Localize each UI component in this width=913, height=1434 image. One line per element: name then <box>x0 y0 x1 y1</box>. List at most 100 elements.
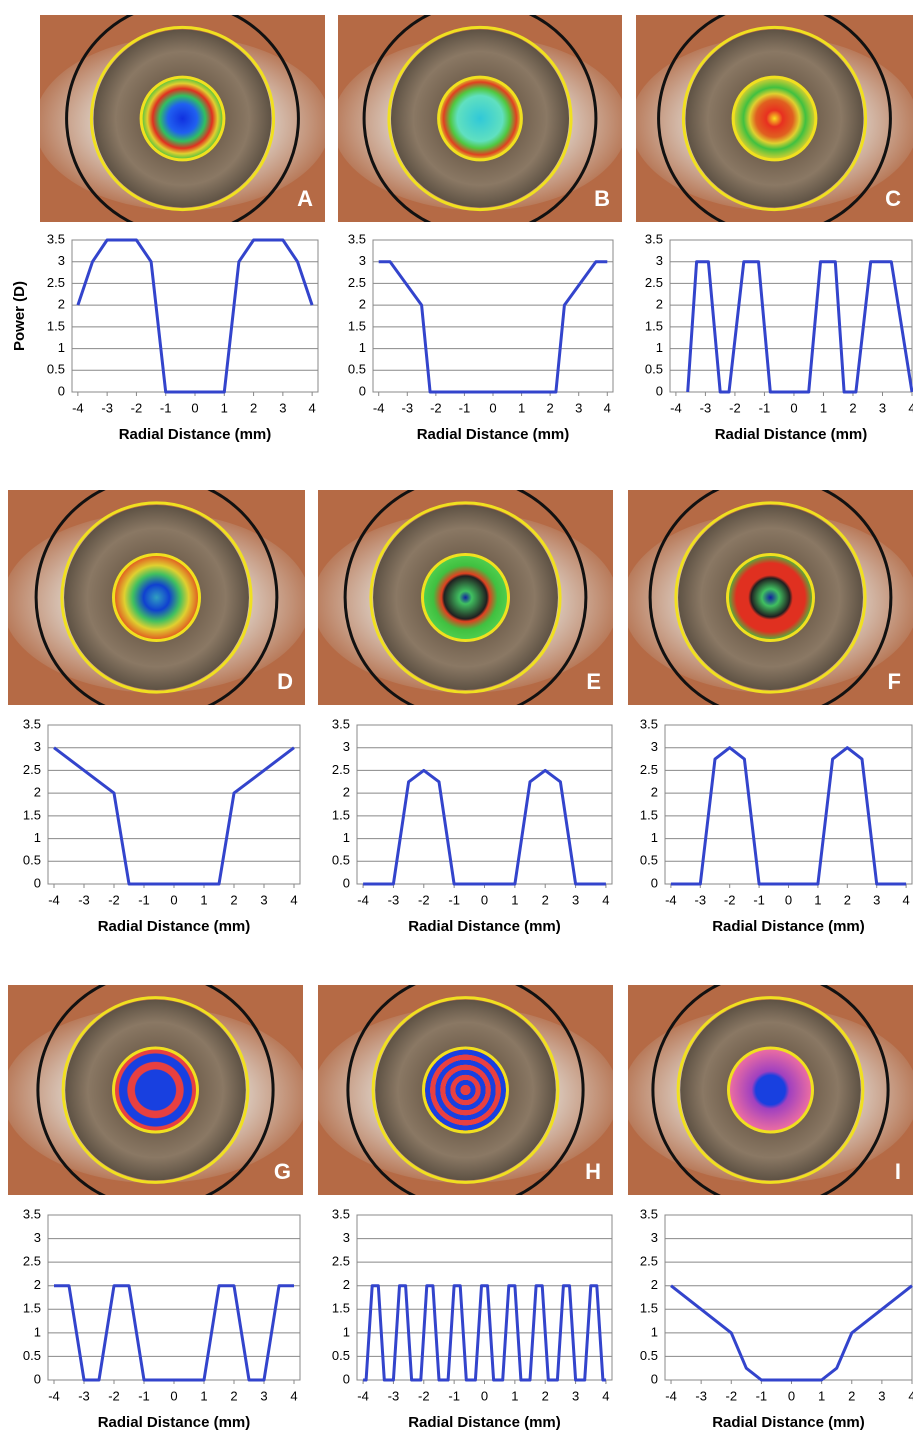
x-tick-label: -2 <box>729 400 741 415</box>
y-tick-label: 3.5 <box>645 231 663 246</box>
x-tick-label: 1 <box>518 400 525 415</box>
y-tick-label: 2 <box>359 297 366 312</box>
x-axis-title: Radial Distance (mm) <box>408 1414 561 1431</box>
x-tick-label: -1 <box>448 892 460 907</box>
y-tick-label: 0.5 <box>332 853 350 868</box>
x-tick-label: 4 <box>309 400 316 415</box>
y-tick-label: 0 <box>343 1371 350 1386</box>
panel-letter: E <box>586 669 601 694</box>
y-tick-label: 1.5 <box>332 1301 350 1316</box>
x-tick-label: -1 <box>160 400 172 415</box>
panel-letter: I <box>895 1159 901 1184</box>
x-tick-label: -3 <box>78 1388 90 1403</box>
y-tick-label: 1 <box>343 1324 350 1339</box>
y-tick-label: 1 <box>34 1324 41 1339</box>
x-tick-label: 3 <box>572 892 579 907</box>
x-tick-label: 4 <box>604 400 611 415</box>
x-tick-label: 4 <box>290 1388 297 1403</box>
x-tick-label: 1 <box>814 892 821 907</box>
x-tick-label: -3 <box>78 892 90 907</box>
optic-zone <box>676 996 865 1184</box>
x-tick-label: 4 <box>908 1388 913 1403</box>
y-tick-label: 0 <box>359 383 366 398</box>
y-tick-label: 3 <box>651 1230 658 1245</box>
x-tick-label: 2 <box>848 1388 855 1403</box>
x-tick-label: 1 <box>820 400 827 415</box>
y-tick-label: 1 <box>651 830 658 845</box>
y-tick-label: 3 <box>359 253 366 268</box>
panel-letter: A <box>297 186 313 211</box>
y-tick-label: 1 <box>359 340 366 355</box>
x-tick-label: 3 <box>879 400 886 415</box>
x-tick-label: -1 <box>448 1388 460 1403</box>
x-tick-label: -4 <box>357 892 369 907</box>
y-tick-label: 3 <box>343 739 350 754</box>
y-tick-label: 2.5 <box>640 762 658 777</box>
data-line <box>670 746 907 886</box>
y-tick-label: 2.5 <box>645 275 663 290</box>
x-tick-label: -2 <box>131 400 143 415</box>
eye-image <box>8 490 305 705</box>
y-tick-label: 2.5 <box>47 275 65 290</box>
lens-edge <box>65 15 300 222</box>
x-tick-label: 1 <box>511 1388 518 1403</box>
lens-edge <box>36 985 275 1195</box>
y-tick-label: 1.5 <box>23 807 41 822</box>
y-tick-label: 0 <box>34 875 41 890</box>
x-tick-label: 0 <box>785 892 792 907</box>
x-tick-label: -4 <box>357 1388 369 1403</box>
x-tick-label: 0 <box>481 892 488 907</box>
x-tick-label: 3 <box>279 400 286 415</box>
data-line <box>53 746 295 886</box>
y-tick-label: 0.5 <box>47 362 65 377</box>
y-tick-label: 2.5 <box>23 762 41 777</box>
x-axis-title: Radial Distance (mm) <box>119 426 272 443</box>
power-map <box>437 75 523 162</box>
y-tick-label: 2 <box>343 1277 350 1292</box>
lens-edge <box>648 490 893 705</box>
x-tick-label: -4 <box>670 400 682 415</box>
x-tick-label: -4 <box>48 1388 60 1403</box>
y-tick-label: 1.5 <box>640 807 658 822</box>
data-line <box>670 1284 913 1382</box>
x-axis-title: Radial Distance (mm) <box>98 918 251 935</box>
y-tick-label: 0 <box>34 1371 41 1386</box>
y-tick-label: 3.5 <box>332 716 350 731</box>
y-tick-label: 2 <box>651 785 658 800</box>
y-tick-label: 2 <box>34 1277 41 1292</box>
x-tick-label: 2 <box>547 400 554 415</box>
x-tick-label: 2 <box>230 1388 237 1403</box>
x-tick-label: 0 <box>191 400 198 415</box>
lens-edge <box>343 490 588 705</box>
y-tick-label: 0.5 <box>640 853 658 868</box>
eye-image <box>628 490 913 705</box>
x-tick-label: 3 <box>260 892 267 907</box>
eye-image <box>338 15 622 222</box>
x-tick-label: 2 <box>844 892 851 907</box>
y-tick-label: 1 <box>58 340 65 355</box>
x-tick-label: 0 <box>481 1388 488 1403</box>
y-tick-label: 2.5 <box>332 1254 350 1269</box>
y-tick-label: 3 <box>343 1230 350 1245</box>
y-tick-label: 2.5 <box>332 762 350 777</box>
x-tick-label: -4 <box>665 892 677 907</box>
y-tick-label: 0.5 <box>23 853 41 868</box>
x-tick-label: 0 <box>790 400 797 415</box>
y-axis-title: Power (D) <box>11 281 28 351</box>
x-tick-label: -3 <box>700 400 712 415</box>
x-tick-label: -4 <box>665 1388 677 1403</box>
x-tick-label: -4 <box>48 892 60 907</box>
x-tick-label: -4 <box>373 400 385 415</box>
lens-edge <box>651 985 890 1195</box>
x-tick-label: -2 <box>108 892 120 907</box>
x-tick-label: 2 <box>230 892 237 907</box>
x-tick-label: -3 <box>695 892 707 907</box>
data-line <box>54 1284 294 1382</box>
power-map <box>112 553 201 642</box>
y-tick-label: 1 <box>34 830 41 845</box>
y-tick-label: 2 <box>651 1277 658 1292</box>
eye-image <box>8 985 303 1195</box>
y-tick-label: 1.5 <box>348 318 366 333</box>
x-tick-label: 3 <box>878 1388 885 1403</box>
